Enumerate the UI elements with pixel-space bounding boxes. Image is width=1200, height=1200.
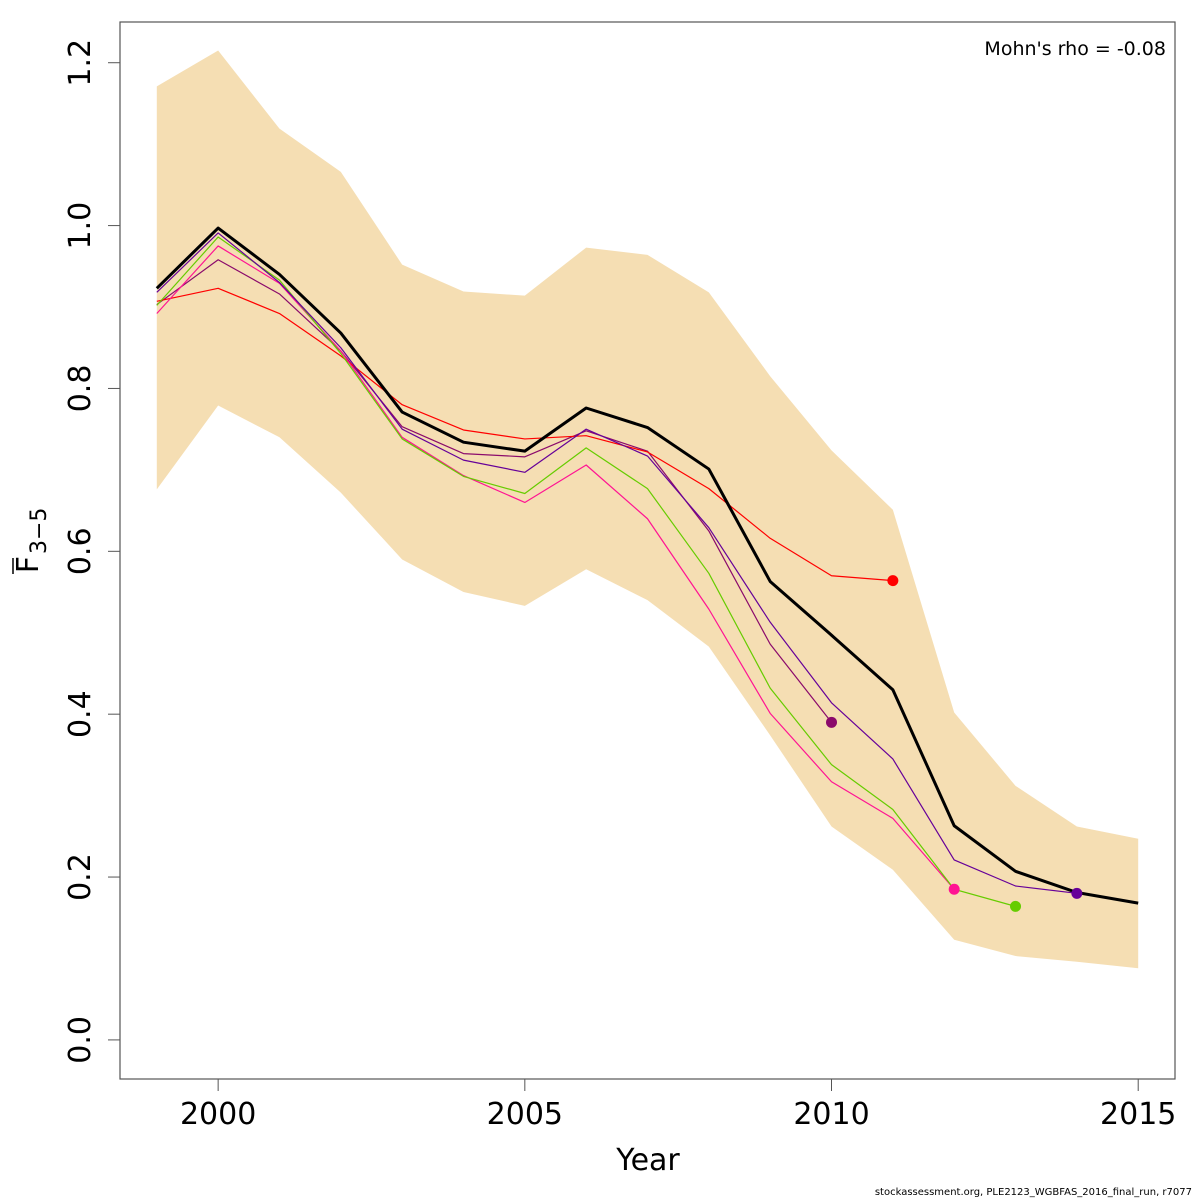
series-line-2010 [156,259,832,723]
y-axis-title: F 3−5 [11,508,52,574]
terminal-point-2013 [1010,900,1022,912]
terminal-point-2011 [887,575,899,587]
y-axis: 0.0 0.2 0.4 0.6 0.8 1.0 1.2 [63,39,121,1064]
y-tick-label: 0.0 [63,1016,98,1064]
x-tick-label: 2000 [180,1097,256,1132]
y-tick-label: 0.2 [63,853,98,901]
x-axis: 2000 2005 2010 2015 [180,1078,1176,1132]
x-tick-label: 2015 [1100,1097,1176,1132]
y-tick-label: 0.4 [63,690,98,738]
series-layer [155,226,1139,907]
y-axis-title-subscript: 3−5 [27,508,52,554]
series-line-2015 [155,226,1139,905]
footer-credit: stockassessment.org, PLE2123_WGBFAS_2016… [874,1187,1192,1198]
terminal-point-2012 [948,883,960,895]
y-tick-label: 0.6 [63,527,98,575]
x-tick-label: 2005 [487,1097,563,1132]
x-axis-title: Year [615,1143,680,1178]
y-tick-label: 0.8 [63,365,98,413]
y-axis-title-group: F 3−5 [11,508,52,574]
y-axis-title-main: F [11,556,46,573]
y-tick-label: 1.0 [63,202,98,250]
series-line-2014 [156,232,1077,894]
terminal-point-2014 [1071,887,1083,899]
confidence-band-layer [156,50,1139,969]
confidence-band [156,50,1139,969]
series-line-2012 [156,245,955,890]
y-tick-label: 1.2 [63,39,98,87]
x-tick-label: 2010 [793,1097,869,1132]
terminal-point-2010 [826,716,838,728]
series-line-2011 [156,287,893,582]
mohns-rho-annotation: Mohn's rho = -0.08 [984,38,1166,60]
terminal-points-layer [826,575,1083,912]
